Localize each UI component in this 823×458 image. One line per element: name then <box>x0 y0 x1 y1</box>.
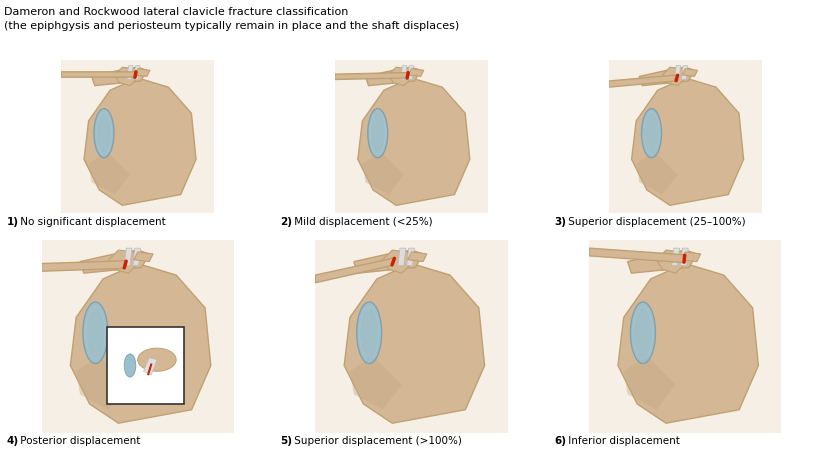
Text: 2): 2) <box>281 217 292 227</box>
Polygon shape <box>358 78 470 205</box>
Polygon shape <box>589 248 686 262</box>
Text: 3): 3) <box>554 217 566 227</box>
Polygon shape <box>91 67 147 86</box>
Polygon shape <box>657 250 686 273</box>
Polygon shape <box>109 250 137 273</box>
Polygon shape <box>315 258 395 283</box>
Polygon shape <box>383 250 412 273</box>
Polygon shape <box>143 358 157 375</box>
Polygon shape <box>350 356 402 410</box>
Polygon shape <box>133 248 141 266</box>
Polygon shape <box>624 356 676 410</box>
Polygon shape <box>354 250 423 273</box>
Text: 1): 1) <box>7 217 19 227</box>
Polygon shape <box>135 69 150 76</box>
Text: Superior displacement (>100%): Superior displacement (>100%) <box>291 436 462 447</box>
Polygon shape <box>631 78 744 205</box>
Polygon shape <box>344 263 485 423</box>
Polygon shape <box>134 252 153 262</box>
Polygon shape <box>398 248 406 266</box>
Polygon shape <box>84 78 196 205</box>
Ellipse shape <box>137 348 176 371</box>
Polygon shape <box>114 67 137 86</box>
Polygon shape <box>675 65 681 80</box>
Text: 5): 5) <box>281 436 292 447</box>
Text: Superior displacement (25–100%): Superior displacement (25–100%) <box>565 217 746 227</box>
Ellipse shape <box>630 302 655 364</box>
Polygon shape <box>80 250 149 273</box>
Ellipse shape <box>356 302 382 364</box>
Polygon shape <box>672 248 680 266</box>
Polygon shape <box>628 250 697 273</box>
Polygon shape <box>608 75 678 87</box>
Text: (the epiphgysis and periosteum typically remain in place and the shaft displaces: (the epiphgysis and periosteum typically… <box>4 21 459 31</box>
Ellipse shape <box>368 109 388 158</box>
Text: Inferior displacement: Inferior displacement <box>565 436 680 447</box>
Polygon shape <box>71 263 211 423</box>
Bar <box>107 327 184 404</box>
Text: Mild displacement (<25%): Mild displacement (<25%) <box>291 217 433 227</box>
Polygon shape <box>407 248 415 266</box>
Polygon shape <box>127 65 133 80</box>
Polygon shape <box>335 72 409 80</box>
Text: 4): 4) <box>7 436 19 447</box>
Polygon shape <box>681 252 700 262</box>
Polygon shape <box>636 152 677 195</box>
Ellipse shape <box>94 109 114 158</box>
Text: Dameron and Rockwood lateral clavicle fracture classification: Dameron and Rockwood lateral clavicle fr… <box>4 7 348 17</box>
Polygon shape <box>41 261 127 271</box>
Ellipse shape <box>83 302 108 364</box>
Ellipse shape <box>642 109 662 158</box>
Polygon shape <box>682 69 698 76</box>
Polygon shape <box>618 263 758 423</box>
Text: No significant displacement: No significant displacement <box>17 217 166 227</box>
Polygon shape <box>663 67 686 86</box>
Polygon shape <box>681 248 688 266</box>
Polygon shape <box>134 65 140 80</box>
Polygon shape <box>407 65 414 80</box>
Polygon shape <box>407 252 427 262</box>
Ellipse shape <box>124 354 136 377</box>
Text: Posterior displacement: Posterior displacement <box>17 436 141 447</box>
Polygon shape <box>124 248 132 266</box>
Polygon shape <box>362 152 404 195</box>
Polygon shape <box>388 67 412 86</box>
Polygon shape <box>77 356 128 410</box>
Polygon shape <box>365 67 421 86</box>
Polygon shape <box>401 65 407 80</box>
Polygon shape <box>89 152 130 195</box>
Polygon shape <box>639 67 695 86</box>
Polygon shape <box>681 65 687 80</box>
Polygon shape <box>61 72 137 77</box>
Polygon shape <box>408 69 424 76</box>
Text: 6): 6) <box>554 436 566 447</box>
